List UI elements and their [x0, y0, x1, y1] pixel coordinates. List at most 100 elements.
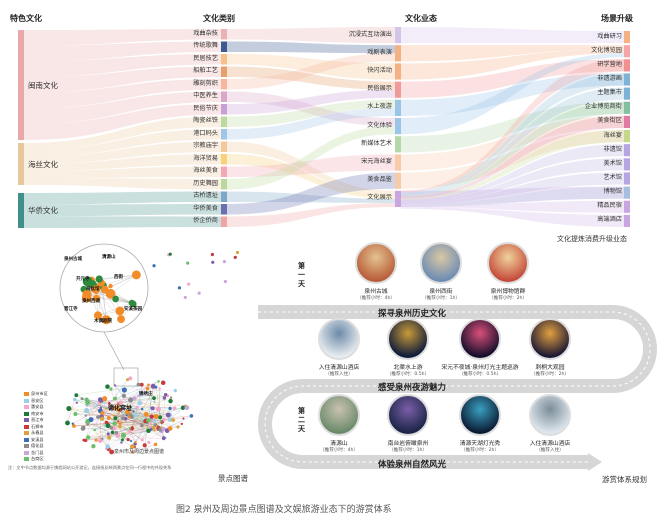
- graph-node: [147, 440, 151, 444]
- label-col3: 文化展示: [367, 194, 392, 202]
- spot-card[interactable]: 入住清源山酒店 （推荐入住）: [299, 318, 379, 377]
- graph-node: [120, 441, 123, 444]
- flow-col1-col2: [24, 204, 221, 217]
- graph-edge: [94, 388, 112, 430]
- node-col3: [395, 136, 401, 153]
- graph-node: [153, 413, 159, 419]
- legend-label: 晋江市: [31, 417, 44, 423]
- label-col4: 海丝宴: [603, 131, 622, 139]
- legend-item: 德化县: [24, 443, 48, 450]
- graph-node: [132, 396, 137, 401]
- node-col4: [624, 214, 630, 227]
- graph-node-label: 晋江寺: [64, 305, 78, 312]
- legend-item: 泉州市区: [24, 391, 48, 398]
- spot-card[interactable]: 宋元不夜城·泉州灯光主题巡游 （推荐小时：0.5h）: [440, 318, 520, 377]
- spot-card[interactable]: 刺桐大观园 （推荐小时：2h）: [510, 318, 590, 377]
- graph-edge: [140, 393, 187, 408]
- figure-caption: 图2 泉州及周边景点图谱及文娱旅游业态下的游赏体系: [176, 505, 392, 515]
- graph-edge: [137, 397, 155, 408]
- graph-node: [153, 423, 158, 427]
- graph-node: [165, 412, 171, 418]
- spot-card[interactable]: 入住清源山酒店 （推荐入住）: [510, 394, 590, 453]
- graph-node: [145, 386, 150, 391]
- flow-col3-col4: [401, 73, 624, 116]
- flow-col2-col3: [227, 154, 395, 199]
- graph-node: [137, 394, 140, 397]
- label-col2: 古桥遗址: [193, 192, 218, 200]
- flow-col1-col2: [24, 91, 221, 125]
- legend-swatch: [24, 457, 29, 462]
- node-col4: [624, 172, 630, 185]
- label-col4: 文化博览园: [591, 46, 622, 54]
- graph-node: [162, 418, 166, 422]
- graph-node: [118, 424, 122, 429]
- flow-col1-col2: [24, 191, 221, 205]
- spot-card[interactable]: 南台岩俯瞰泉州 （推荐小时：1h）: [368, 394, 448, 453]
- flow-col3-col4: [401, 144, 624, 202]
- flow-col1-col2: [24, 178, 221, 190]
- graph-node: [118, 400, 123, 405]
- graph-node: [149, 427, 153, 431]
- spot-card[interactable]: 泉州博物馆群 （推荐小时：2h）: [468, 242, 548, 301]
- flow-col3-col4: [401, 101, 624, 197]
- graph-node: [73, 411, 78, 417]
- spot-card[interactable]: 泉州西街 （推荐小时：1h）: [401, 242, 481, 301]
- spot-card[interactable]: 清源天湖灯光秀 （推荐小时：2h）: [440, 394, 520, 453]
- graph-node: [74, 393, 79, 398]
- flow-col2-col3: [227, 54, 395, 80]
- graph-node: [168, 252, 172, 256]
- graph-node: [164, 393, 168, 397]
- zoom-leader: [103, 331, 125, 371]
- graph-edge: [117, 386, 154, 422]
- node-col2: [221, 29, 227, 40]
- graph-node: [112, 295, 119, 303]
- road-arrow: [588, 453, 602, 471]
- graph-node: [120, 416, 125, 421]
- node-col3: [395, 172, 401, 189]
- spot-card[interactable]: 泉州古城 （推荐小时：4h）: [336, 242, 416, 301]
- graph-edge: [115, 411, 134, 419]
- legend-item: 台商区: [24, 456, 48, 463]
- node-col3: [395, 81, 401, 98]
- spot-duration: （推荐小时：1h）: [389, 448, 427, 453]
- flow-col2-col3: [227, 126, 395, 190]
- graph-node: [131, 270, 141, 280]
- flow-col1-col2: [24, 116, 221, 150]
- graph-node: [65, 420, 70, 426]
- graph-edge: [73, 415, 192, 427]
- flow-col3-col4: [401, 49, 624, 80]
- graph-edge: [107, 435, 124, 447]
- graph-node: [134, 440, 137, 444]
- graph-node: [96, 415, 100, 419]
- header-culture-business: 文化业态: [405, 14, 437, 23]
- spot-name: 泉州西街: [429, 289, 453, 295]
- flow-col3-col4: [401, 115, 624, 171]
- graph-node: [115, 433, 120, 438]
- legend-swatch: [24, 405, 29, 410]
- legend-label: 台商区: [31, 456, 44, 462]
- flow-col3-col4: [401, 172, 624, 205]
- graph-node: [189, 414, 194, 418]
- graph-edge: [117, 404, 161, 430]
- graph-node: [112, 396, 117, 401]
- graph-edge: [87, 402, 109, 450]
- spot-duration: （推荐小时：1h）: [422, 296, 460, 301]
- legend-label: 安溪县: [31, 436, 44, 442]
- label-col2: 传统歌舞: [193, 42, 218, 50]
- node-col2: [221, 216, 227, 227]
- spot-card[interactable]: 清源山 （推荐小时：4h）: [299, 394, 379, 453]
- legend-label: 德化县: [31, 443, 44, 449]
- flow-col1-col2: [24, 141, 221, 164]
- label-col2: 民俗节庆: [193, 104, 218, 112]
- label-col1: 闽南文化: [28, 80, 58, 90]
- label-col4: 博物馆: [603, 188, 622, 196]
- graph-node: [80, 426, 86, 431]
- node-col2: [221, 129, 227, 140]
- graph-node: [126, 438, 130, 442]
- graph-node: [154, 385, 158, 389]
- graph-edge: [114, 394, 166, 399]
- spot-card[interactable]: 北渠水上游 （推荐小时：0.5h）: [368, 318, 448, 377]
- graph-node: [136, 382, 141, 387]
- graph-node: [180, 405, 186, 410]
